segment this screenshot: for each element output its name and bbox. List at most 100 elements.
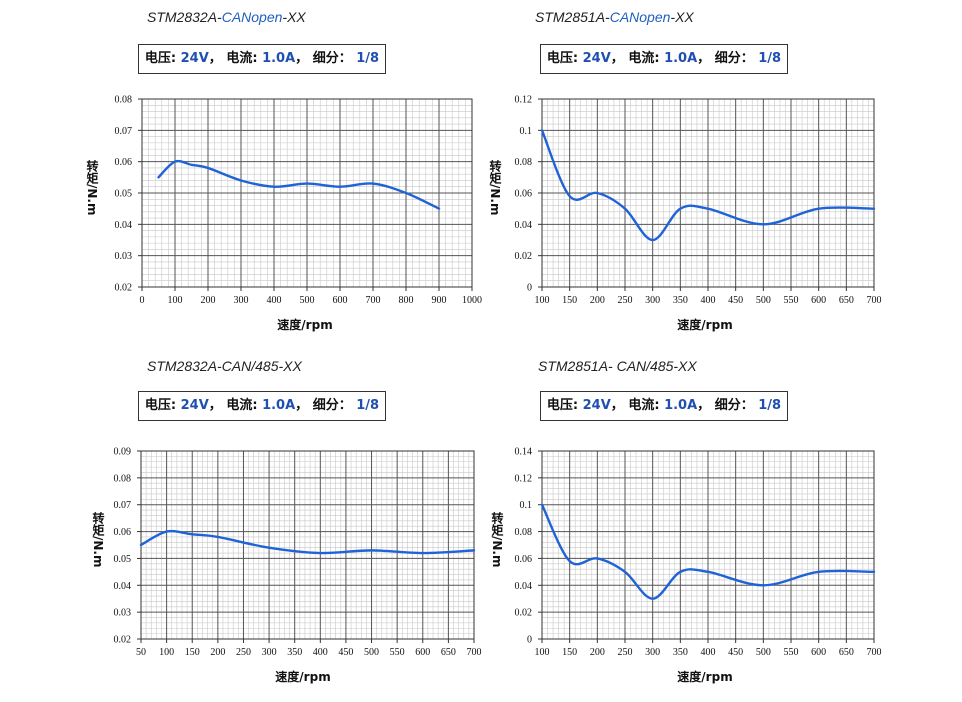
x-tick-label: 200	[201, 295, 216, 306]
x-tick-label: 700	[467, 647, 482, 658]
spec-box-2: 电压: 24V， 电流: 1.0A， 细分： 1/8	[540, 44, 788, 74]
x-axis-label-2: 速度/rpm	[677, 318, 733, 332]
y-tick-label: 0.09	[114, 447, 132, 458]
x-tick-label: 200	[590, 647, 605, 658]
x-axis-label-4: 速度/rpm	[677, 670, 733, 684]
x-tick-label: 100	[159, 647, 174, 658]
x-tick-label: 700	[366, 295, 381, 306]
chart-title-4: STM2851A- CAN/485-XX	[538, 358, 697, 374]
x-axis-label-3: 速度/rpm	[275, 670, 331, 684]
x-tick-label: 550	[390, 647, 405, 658]
x-tick-label: 100	[535, 647, 550, 658]
x-tick-label: 100	[535, 295, 550, 306]
plot-frame	[141, 98, 473, 288]
y-tick-label: 0.02	[115, 283, 133, 294]
x-tick-label: 400	[313, 647, 328, 658]
x-tick-label: 200	[590, 295, 605, 306]
x-tick-label: 0	[140, 295, 145, 306]
y-tick-label: 0.06	[515, 554, 533, 565]
y-tick-label: 0.1	[520, 126, 533, 137]
x-tick-label: 700	[867, 647, 882, 658]
x-tick-label: 300	[645, 647, 660, 658]
x-tick-label: 450	[728, 647, 743, 658]
y-tick-label: 0.07	[115, 126, 133, 137]
chart-4: 100 150 200 250 300 350 400 450 500 550 600 650 700 0…	[515, 447, 882, 659]
x-tick-label: 150	[562, 295, 577, 306]
x-tick-label: 650	[839, 647, 854, 658]
x-tick-label: 400	[701, 295, 716, 306]
y-tick-label: 0.04	[515, 220, 533, 231]
torque-series-line	[540, 129, 876, 242]
x-tick-label: 150	[562, 647, 577, 658]
y-tick-label: 0.08	[515, 157, 533, 168]
y-tick-label: 0.08	[114, 473, 132, 484]
x-tick-label: 350	[673, 295, 688, 306]
plot-frame	[541, 450, 875, 640]
y-tick-label: 0.04	[115, 220, 133, 231]
torque-series-line	[139, 529, 476, 555]
y-tick-label: 0.05	[115, 189, 133, 200]
y-tick-label: 0.02	[515, 608, 533, 619]
x-tick-label: 250	[618, 295, 633, 306]
x-tick-label: 400	[701, 647, 716, 658]
x-tick-label: 1000	[462, 295, 482, 306]
x-tick-label: 350	[673, 647, 688, 658]
x-tick-label: 450	[728, 295, 743, 306]
y-tick-label: 0.05	[114, 554, 132, 565]
y-tick-label: 0.06	[114, 527, 132, 538]
x-tick-label: 800	[399, 295, 414, 306]
spec-box-4: 电压: 24V， 电流: 1.0A， 细分： 1/8	[540, 391, 788, 421]
x-tick-label: 100	[168, 295, 183, 306]
chart-title-3: STM2832A-CAN/485-XX	[147, 358, 302, 374]
x-tick-label: 250	[618, 647, 633, 658]
x-tick-label: 900	[432, 295, 447, 306]
plot-frame	[140, 450, 475, 640]
chart-title-2: STM2851A-CANopen-XX	[535, 9, 694, 25]
x-axis-label-1: 速度/rpm	[277, 318, 333, 332]
chart-1: 0 100 200 300 400 500 600 700 800 900 1000 0.02 0.03…	[115, 95, 483, 307]
y-tick-label: 0.03	[115, 251, 133, 262]
y-tick-label: 0	[527, 635, 532, 646]
y-tick-label: 0.06	[515, 189, 533, 200]
y-axis-label-1: 转矩/N.m	[85, 160, 99, 216]
y-tick-label: 0.07	[114, 500, 132, 511]
x-tick-label: 600	[811, 647, 826, 658]
y-tick-label: 0.14	[515, 447, 533, 458]
y-tick-label: 0.12	[515, 473, 533, 484]
x-tick-label: 550	[784, 295, 799, 306]
plot-frame	[541, 98, 875, 288]
y-axis-label-4: 转矩/N.m	[490, 512, 504, 568]
y-tick-label: 0.02	[515, 251, 533, 262]
torque-series-line	[157, 159, 441, 210]
y-tick-label: 0.1	[520, 500, 533, 511]
x-tick-label: 600	[333, 295, 348, 306]
y-tick-label: 0.08	[515, 527, 533, 538]
y-tick-label: 0.02	[114, 635, 132, 646]
spec-box-3: 电压: 24V， 电流: 1.0A， 细分： 1/8	[138, 391, 386, 421]
y-tick-label: 0.06	[115, 157, 133, 168]
chart-title-1: STM2832A-CANopen-XX	[147, 9, 306, 25]
x-tick-label: 650	[839, 295, 854, 306]
x-tick-label: 150	[185, 647, 200, 658]
x-tick-label: 700	[867, 295, 882, 306]
y-tick-label: 0.04	[114, 581, 132, 592]
y-tick-label: 0	[527, 283, 532, 294]
x-tick-label: 600	[811, 295, 826, 306]
x-tick-label: 450	[338, 647, 353, 658]
x-tick-label: 500	[756, 295, 771, 306]
torque-series-line	[540, 503, 876, 600]
y-tick-label: 0.03	[114, 608, 132, 619]
chart-2: 100 150 200 250 300 350 400 450 500 550 600 650 700 0…	[515, 95, 882, 307]
y-tick-label: 0.08	[115, 95, 133, 106]
x-tick-label: 500	[300, 295, 315, 306]
x-tick-label: 300	[262, 647, 277, 658]
x-tick-label: 400	[267, 295, 282, 306]
y-tick-label: 0.12	[515, 95, 533, 106]
x-tick-label: 50	[136, 647, 146, 658]
y-axis-label-3: 转矩/N.m	[91, 512, 105, 568]
x-tick-label: 300	[234, 295, 249, 306]
x-tick-label: 250	[236, 647, 251, 658]
x-tick-label: 500	[756, 647, 771, 658]
x-tick-label: 650	[441, 647, 456, 658]
chart-3: 50 100 150 200 250 300 350 400 450 500 550 600 650 70…	[114, 447, 482, 659]
